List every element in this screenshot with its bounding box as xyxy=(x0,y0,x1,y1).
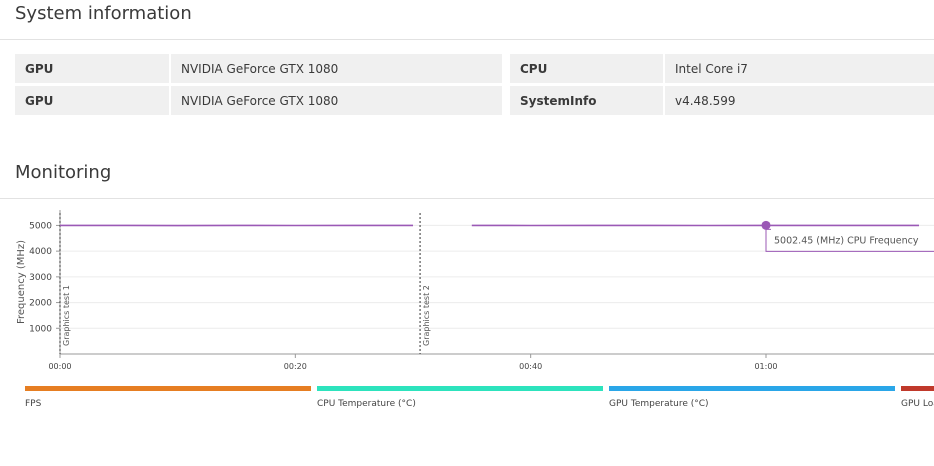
y-tick-label: 3000 xyxy=(29,273,52,283)
info-label: CPU xyxy=(510,54,663,83)
legend-label: GPU Temperature (°C) xyxy=(609,399,709,409)
divider xyxy=(0,198,934,199)
x-tick-label: 00:00 xyxy=(48,362,71,371)
legend-color-bar xyxy=(25,386,311,391)
frequency-chart[interactable]: 1000 2000 3000 4000 5000 00:00 00:20 00:40 01:00… xyxy=(0,205,934,380)
legend-item[interactable]: GPU Temperature (°C) xyxy=(609,386,895,409)
legend-color-bar xyxy=(901,386,934,391)
info-row: GPU NVIDIA GeForce GTX 1080 xyxy=(15,54,502,83)
info-value: NVIDIA GeForce GTX 1080 xyxy=(171,86,502,115)
tooltip-text: 5002.45 (MHz) CPU Frequency xyxy=(774,235,919,246)
legend-label: GPU Load (%) xyxy=(901,399,934,409)
info-label: GPU xyxy=(15,86,169,115)
legend-label: FPS xyxy=(25,399,42,409)
system-info-title: System information xyxy=(15,3,192,24)
x-tick-label: 01:00 xyxy=(754,362,777,371)
info-value: Intel Core i7 xyxy=(665,54,934,83)
divider xyxy=(0,39,934,40)
monitoring-title: Monitoring xyxy=(15,162,112,183)
info-row: GPU NVIDIA GeForce GTX 1080 xyxy=(15,86,502,115)
y-tick-label: 4000 xyxy=(29,247,52,257)
info-label: GPU xyxy=(15,54,169,83)
y-tick-label: 1000 xyxy=(29,324,52,334)
legend-item[interactable]: CPU Temperature (°C) xyxy=(317,386,603,409)
test-marker-label: Graphics test 1 xyxy=(62,285,71,346)
legend-color-bar xyxy=(317,386,603,391)
x-tick-label: 00:40 xyxy=(519,362,542,371)
y-axis-label: Frequency (MHz) xyxy=(16,240,27,324)
info-row: CPU Intel Core i7 xyxy=(510,54,934,83)
chart-legend: FPS CPU Temperature (°C) GPU Temperature (… xyxy=(25,386,934,416)
legend-item[interactable]: GPU Load (%) xyxy=(901,386,934,409)
system-info-table-left: GPU NVIDIA GeForce GTX 1080 GPU NVIDIA G… xyxy=(15,54,502,118)
legend-item[interactable]: FPS xyxy=(25,386,311,409)
tooltip-border xyxy=(765,229,934,252)
y-tick-label: 2000 xyxy=(29,299,52,309)
legend-color-bar xyxy=(609,386,895,391)
info-value: NVIDIA GeForce GTX 1080 xyxy=(171,54,502,83)
tooltip-box xyxy=(767,230,934,251)
info-value: v4.48.599 xyxy=(665,86,934,115)
legend-label: CPU Temperature (°C) xyxy=(317,399,416,409)
system-info-table-right: CPU Intel Core i7 SystemInfo v4.48.599 xyxy=(510,54,934,118)
info-row: SystemInfo v4.48.599 xyxy=(510,86,934,115)
tooltip-point[interactable] xyxy=(761,220,771,230)
test-marker-label: Graphics test 2 xyxy=(422,285,431,346)
x-tick-label: 00:20 xyxy=(284,362,307,371)
info-label: SystemInfo xyxy=(510,86,663,115)
y-tick-label: 5000 xyxy=(29,221,52,231)
